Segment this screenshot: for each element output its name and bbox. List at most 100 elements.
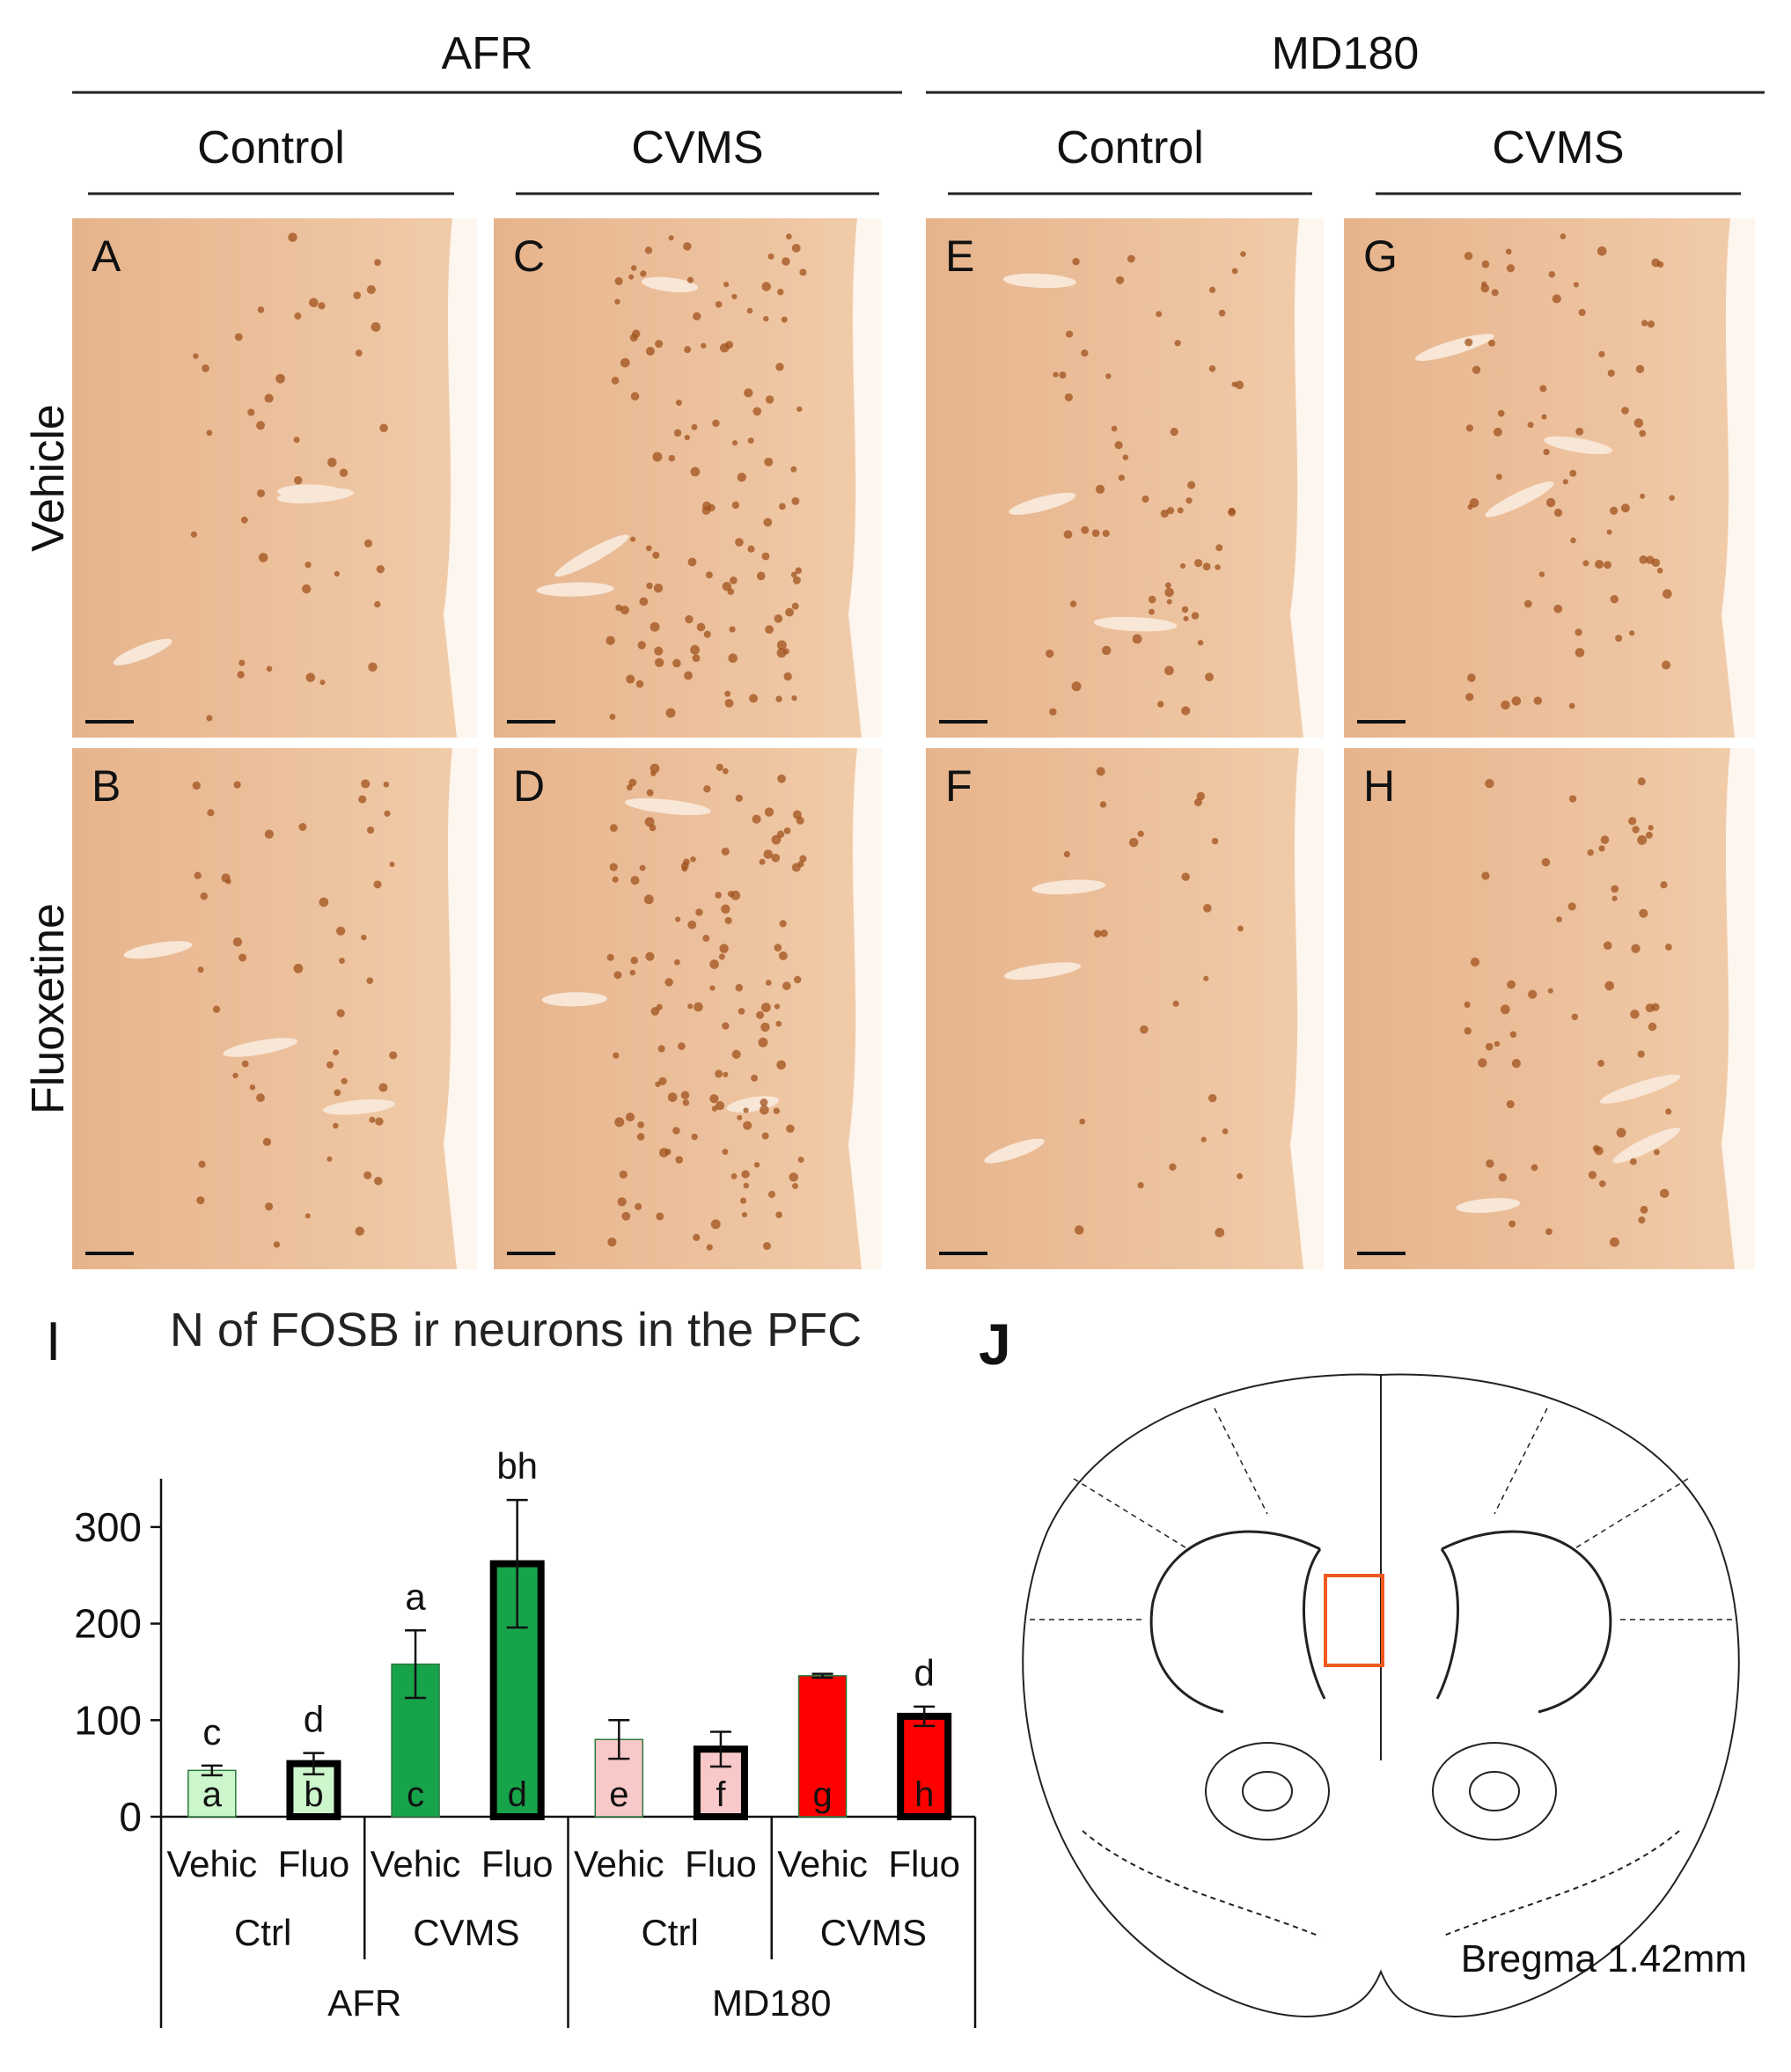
cell bbox=[630, 392, 640, 400]
cell bbox=[609, 863, 618, 871]
cell bbox=[664, 978, 673, 987]
cell bbox=[765, 625, 774, 635]
cell bbox=[1604, 981, 1615, 991]
cell bbox=[1545, 1228, 1552, 1236]
cell bbox=[1208, 286, 1216, 293]
cell bbox=[710, 1219, 721, 1230]
cell bbox=[1181, 606, 1189, 614]
cell bbox=[785, 607, 794, 617]
cell bbox=[626, 674, 635, 684]
cell bbox=[1096, 767, 1105, 776]
cell bbox=[1179, 562, 1186, 569]
cell bbox=[355, 1226, 364, 1236]
cell bbox=[196, 1196, 205, 1205]
micrograph bbox=[494, 748, 882, 1269]
cell bbox=[731, 1049, 741, 1059]
cell bbox=[1594, 1146, 1604, 1156]
cell bbox=[1533, 696, 1542, 705]
cell bbox=[341, 1077, 348, 1084]
cell bbox=[1543, 448, 1550, 456]
cell bbox=[1237, 1172, 1244, 1179]
cell bbox=[1574, 648, 1585, 658]
cell bbox=[614, 276, 623, 286]
cell bbox=[194, 871, 202, 879]
cell bbox=[1527, 422, 1534, 429]
cell bbox=[1632, 826, 1640, 834]
panel-label: D bbox=[513, 761, 545, 811]
cell bbox=[247, 408, 255, 416]
cell bbox=[722, 1149, 729, 1156]
cell bbox=[389, 1051, 398, 1060]
cell bbox=[198, 1160, 206, 1168]
cell bbox=[1137, 1182, 1144, 1189]
cell bbox=[232, 937, 243, 947]
cell bbox=[1166, 507, 1175, 515]
cell bbox=[1645, 831, 1653, 839]
cell bbox=[620, 357, 630, 368]
cell bbox=[1114, 441, 1123, 450]
cell bbox=[375, 1117, 384, 1126]
cell bbox=[667, 1092, 678, 1103]
cell bbox=[305, 561, 312, 569]
cell bbox=[1509, 1031, 1517, 1039]
cell bbox=[1603, 941, 1612, 951]
micrograph bbox=[1344, 748, 1755, 1269]
cell bbox=[1530, 1164, 1538, 1172]
cell bbox=[302, 584, 312, 594]
cell bbox=[1208, 365, 1216, 372]
cell bbox=[1231, 268, 1238, 275]
cell bbox=[1187, 481, 1196, 489]
cell bbox=[288, 232, 297, 242]
cell bbox=[1505, 248, 1512, 255]
cell bbox=[718, 953, 725, 960]
cell bbox=[1478, 1058, 1487, 1068]
cell bbox=[1222, 1128, 1229, 1135]
cell bbox=[379, 423, 388, 432]
cell bbox=[656, 1003, 663, 1010]
cell bbox=[378, 1083, 388, 1092]
cell bbox=[1183, 615, 1189, 621]
significance-label: a bbox=[405, 1576, 426, 1617]
vessel bbox=[642, 276, 699, 293]
cell bbox=[781, 316, 788, 323]
cell bbox=[668, 235, 674, 241]
row-label: Fluoxetine bbox=[23, 903, 74, 1114]
subcolumn-header: Control bbox=[1056, 122, 1204, 173]
cell bbox=[1574, 628, 1582, 636]
cell bbox=[765, 980, 772, 986]
tissue-edge bbox=[444, 748, 477, 1269]
cell bbox=[719, 944, 729, 953]
cell bbox=[690, 856, 696, 863]
cell bbox=[1578, 309, 1586, 317]
cell bbox=[702, 934, 710, 942]
cell bbox=[645, 346, 655, 356]
cell bbox=[761, 552, 770, 561]
cell bbox=[779, 503, 786, 511]
cell bbox=[760, 1022, 770, 1032]
cell bbox=[339, 468, 349, 477]
cell bbox=[294, 312, 302, 320]
cell bbox=[264, 829, 274, 839]
cell bbox=[776, 830, 785, 839]
cell bbox=[673, 959, 680, 966]
cell bbox=[1609, 1237, 1619, 1247]
cell bbox=[630, 956, 638, 965]
cell bbox=[684, 671, 694, 680]
cell bbox=[1493, 427, 1502, 437]
cell bbox=[1065, 330, 1074, 338]
cell bbox=[741, 1170, 750, 1179]
cell bbox=[1072, 258, 1080, 266]
cell bbox=[774, 614, 783, 623]
subcolumn-header: CVMS bbox=[1492, 122, 1624, 173]
cell bbox=[1196, 791, 1206, 801]
panel-label: B bbox=[92, 761, 121, 811]
cell bbox=[1164, 665, 1174, 676]
group-label: CVMS bbox=[413, 1912, 519, 1953]
cell bbox=[1631, 944, 1641, 953]
cell bbox=[1639, 555, 1648, 564]
cell bbox=[1464, 1027, 1472, 1035]
cell bbox=[620, 606, 629, 615]
cell bbox=[1545, 497, 1556, 508]
cell bbox=[729, 626, 736, 633]
